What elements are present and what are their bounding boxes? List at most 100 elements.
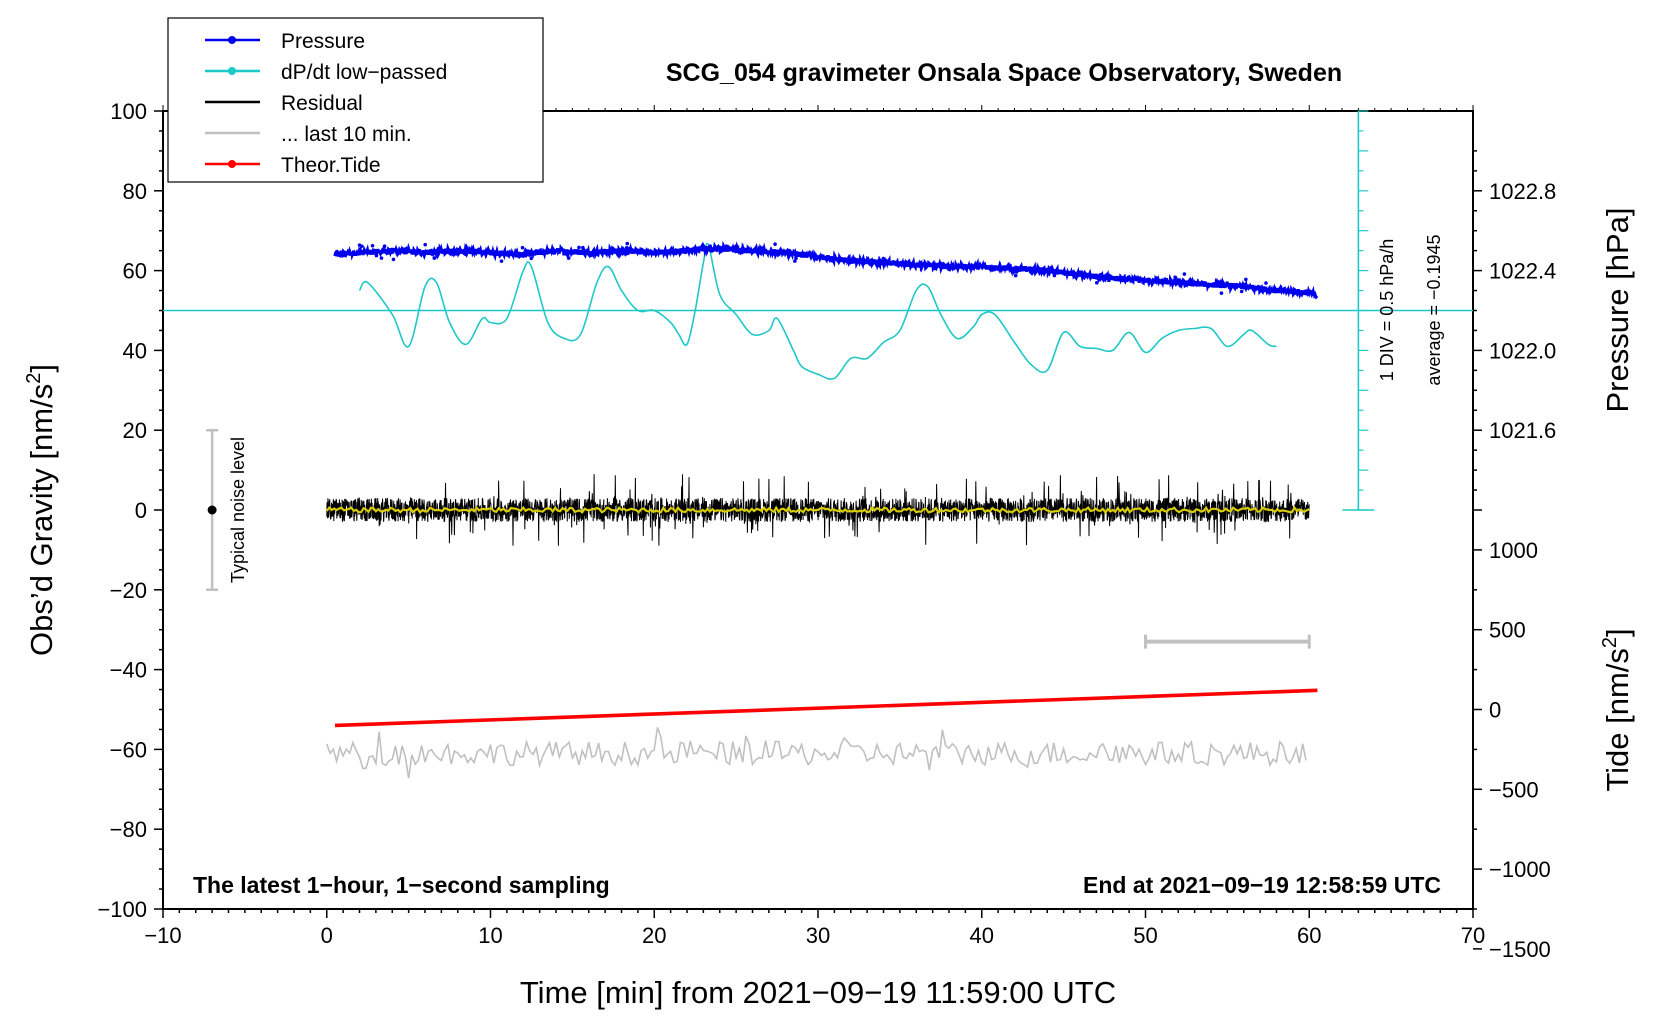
legend-label-residual: Residual: [281, 92, 363, 115]
noise-bar-center-dot: [207, 505, 217, 515]
series-theor-tide-line: [334, 688, 1318, 728]
pressure-point: [881, 256, 886, 261]
pressure-point: [335, 249, 339, 254]
bottom-right-note: End at 2021−09−19 12:58:59 UTC: [1083, 872, 1441, 898]
y-right-tide-tick-label: −1500: [1489, 937, 1551, 962]
legend-label-theor-tide: Theor.Tide: [281, 154, 381, 177]
pressure-point: [794, 256, 798, 261]
y-left-tick-label: 40: [123, 338, 147, 363]
pressure-point: [436, 246, 441, 251]
pressure-point: [1219, 291, 1224, 295]
pressure-point: [1013, 273, 1018, 278]
y-right-pressure-tick-label: 1022.8: [1489, 179, 1556, 204]
legend-swatch-marker: [228, 160, 236, 168]
pressure-point: [773, 242, 777, 246]
pressure-point: [359, 244, 364, 249]
y-left-tick-label: 60: [123, 259, 147, 284]
legend-label-dpdt: dP/dt low−passed: [281, 61, 447, 84]
pressure-point: [520, 245, 525, 250]
y-right-tide-tick-label: 0: [1489, 698, 1501, 723]
scale-bar-div-label: 1 DIV = 0.5 hPa/h: [1377, 239, 1397, 382]
pressure-point: [566, 256, 571, 260]
y-left-tick-label: 0: [135, 498, 147, 523]
y-left-tick-label: −100: [97, 897, 147, 922]
pressure-point: [1178, 283, 1183, 288]
y-right-pressure-label: Pressure [hPa]: [1600, 207, 1635, 412]
pressure-point: [370, 244, 375, 248]
y-right-pressure-tick-label: 1022.0: [1489, 338, 1556, 363]
pressure-point: [382, 244, 387, 248]
pressure-point: [1173, 275, 1178, 280]
y-left-tick-label: −40: [110, 658, 147, 683]
pressure-point: [946, 263, 950, 267]
y-right-tide-label-main: Tide [nm/s: [1600, 648, 1635, 792]
x-tick-label: 60: [1297, 923, 1321, 948]
x-tick-label: 0: [321, 923, 333, 948]
scale-bar-average-label: average = −0.1945: [1424, 234, 1444, 385]
x-tick-label: 30: [806, 923, 830, 948]
pressure-point: [577, 245, 581, 250]
noise-level-label: Typical noise level: [228, 437, 248, 583]
y-left-label-sup: 2: [23, 373, 45, 384]
pressure-point: [529, 256, 534, 261]
pressure-point: [379, 256, 384, 260]
pressure-point: [499, 259, 504, 263]
y-left-tick-label: −80: [110, 817, 147, 842]
series-dpdt-line: [358, 242, 1277, 380]
x-tick-label: −10: [144, 923, 181, 948]
y-left-axis-label: Obs’d Gravity [nm/s2]: [23, 364, 59, 656]
pressure-point: [374, 253, 379, 258]
legend-swatch-marker: [228, 36, 236, 44]
x-tick-label: 50: [1133, 923, 1157, 948]
pressure-point: [1239, 289, 1244, 294]
pressure-point: [787, 248, 792, 253]
y-right-tide-tick-label: 1000: [1489, 538, 1538, 563]
pressure-point: [391, 257, 396, 262]
y-right-tide-label-sup: 2: [1599, 637, 1621, 648]
x-tick-label: 70: [1461, 923, 1485, 948]
pressure-point: [1222, 284, 1227, 288]
pressure-point: [624, 245, 629, 250]
bottom-left-note: The latest 1−hour, 1−second sampling: [193, 872, 610, 898]
x-axis-label: Time [min] from 2021−09−19 11:59:00 UTC: [520, 975, 1116, 1010]
series-pressure-line: [333, 240, 1319, 300]
series-layer: [163, 110, 1473, 779]
x-tick-label: 20: [642, 923, 666, 948]
pressure-point: [432, 256, 437, 260]
legend-label-pressure: Pressure: [281, 30, 365, 53]
pressure-point: [1264, 281, 1268, 285]
y-left-tick-label: −60: [110, 737, 147, 762]
y-left-tick-label: 100: [110, 99, 147, 124]
x-tick-label: 40: [970, 923, 994, 948]
pressure-point: [1052, 273, 1057, 278]
y-left-label-end: ]: [24, 364, 59, 373]
y-right-tide-tick-label: −1000: [1489, 857, 1551, 882]
legend-swatch-marker: [228, 67, 236, 75]
y-right-tide-label-end: ]: [1600, 628, 1635, 637]
legend: Pressure dP/dt low−passed Residual ... l…: [167, 17, 544, 183]
y-left-tick-label: 80: [123, 179, 147, 204]
series-residual-smoothed: [325, 505, 1310, 515]
legend-box: [167, 17, 544, 183]
y-right-tide-tick-label: −500: [1489, 777, 1539, 802]
pressure-point: [793, 259, 797, 263]
pressure-point: [970, 264, 974, 269]
chart-title: SCG_054 gravimeter Onsala Space Observat…: [666, 59, 1342, 87]
pressure-point: [454, 252, 459, 256]
pressure-point: [423, 242, 428, 247]
y-right-tide-label: Tide [nm/s2]: [1599, 628, 1635, 791]
y-right-pressure-tick-label: 1021.6: [1489, 418, 1556, 443]
axis-ticks: −10 0 10 20 30 40 50 60 70−100−80−60−40−20020406…: [97, 99, 1556, 962]
y-right-tide-tick-label: 500: [1489, 618, 1526, 643]
y-left-label-main: Obs’d Gravity [nm/s: [24, 384, 59, 656]
legend-label-last-10-min: ... last 10 min.: [281, 123, 412, 146]
legend-items: [205, 36, 260, 168]
pressure-point: [724, 244, 729, 248]
y-left-tick-label: −20: [110, 578, 147, 603]
series-last-10-min-line: [326, 727, 1307, 779]
pressure-point: [1094, 280, 1099, 285]
pressure-point: [1182, 272, 1187, 276]
y-right-pressure-tick-label: 1022.4: [1489, 259, 1556, 284]
pressure-point: [625, 241, 630, 246]
